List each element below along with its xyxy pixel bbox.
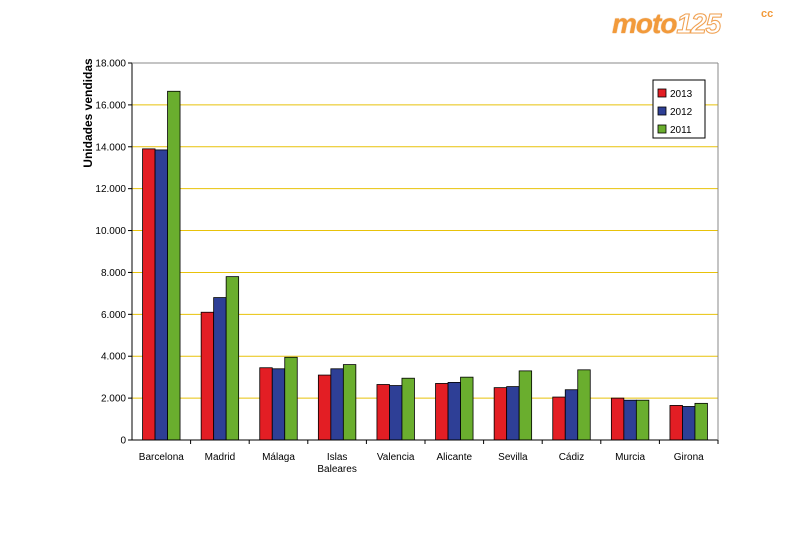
y-tick-label: 10.000 (95, 226, 126, 237)
y-tick-label: 16.000 (95, 100, 126, 111)
bar-2011-9 (694, 402, 708, 441)
bar-2012-4 (389, 385, 403, 441)
bar-2012-3 (330, 368, 344, 441)
legend-label-2011: 2011 (670, 125, 692, 136)
y-tick-label: 18.000 (95, 59, 126, 70)
x-tick-label: Sevilla (498, 452, 528, 463)
bar-2013-8 (610, 397, 625, 441)
bar-2012-8 (623, 399, 637, 441)
legend-label-2012: 2012 (670, 107, 693, 118)
bar-2011-5 (460, 376, 474, 441)
bars (142, 90, 708, 441)
x-tick-label: Islas Baleares (317, 452, 356, 475)
x-tick-labels: Barcelona Madrid Málaga Islas Baleares Valenc… (139, 452, 704, 475)
moto125-logo: moto125 cc (612, 6, 792, 42)
y-axis-label: Unidades vendidas (81, 58, 95, 168)
bar-2011-3 (342, 364, 357, 441)
y-tick-labels: 0 2.000 4.000 6.000 8.000 10.000 12.000 14.000 1… (95, 59, 126, 447)
y-tick-label: 8.000 (101, 268, 126, 279)
axes (128, 62, 719, 444)
bar-2013-0 (142, 148, 156, 441)
x-tick-label: Alicante (437, 452, 473, 463)
bar-2012-6 (506, 386, 520, 441)
bar-2013-1 (200, 311, 215, 441)
bar-2013-7 (552, 396, 566, 441)
y-tick-label: 0 (120, 436, 126, 447)
bar-2013-3 (317, 374, 332, 441)
x-tick-label: Barcelona (139, 452, 184, 463)
legend-swatch-2011 (657, 124, 667, 134)
bar-2012-9 (682, 406, 696, 441)
bar-2012-1 (213, 297, 227, 441)
bar-2013-4 (376, 384, 390, 441)
y-tick-label: 4.000 (101, 352, 126, 363)
x-tick-label: Málaga (262, 452, 295, 463)
bar-2012-2 (271, 368, 286, 441)
legend-label-2013: 2013 (670, 89, 693, 100)
legend-swatch-2012 (657, 106, 667, 116)
bar-2011-1 (225, 276, 240, 441)
bar-2013-2 (259, 367, 273, 441)
bar-2013-9 (669, 405, 683, 441)
bar-2012-0 (154, 149, 168, 441)
bar-2011-2 (284, 356, 298, 441)
logo-wordmark: moto125 (612, 8, 722, 40)
bar-2011-4 (401, 377, 415, 441)
y-tick-label: 6.000 (101, 310, 126, 321)
bar-2011-7 (577, 369, 591, 441)
bar-2012-5 (447, 382, 461, 441)
bar-2011-8 (635, 399, 650, 441)
x-tick-label: Murcia (615, 452, 645, 463)
y-tick-label: 14.000 (95, 142, 126, 153)
legend-swatch-2013 (657, 88, 667, 98)
logo-cc: cc (761, 8, 774, 20)
bar-2013-5 (435, 383, 449, 441)
bar-2011-0 (167, 90, 181, 441)
bar-2011-6 (518, 370, 533, 441)
bar-2013-6 (493, 387, 508, 441)
x-tick-label: Valencia (377, 452, 415, 463)
bar-2012-7 (564, 389, 579, 441)
x-tick-label: Cádiz (559, 452, 585, 463)
legend: 2013 2012 2011 (652, 79, 706, 139)
x-tick-label: Madrid (205, 452, 236, 463)
y-tick-label: 2.000 (101, 394, 126, 405)
y-tick-label: 12.000 (95, 184, 126, 195)
x-tick-label: Girona (674, 452, 704, 463)
